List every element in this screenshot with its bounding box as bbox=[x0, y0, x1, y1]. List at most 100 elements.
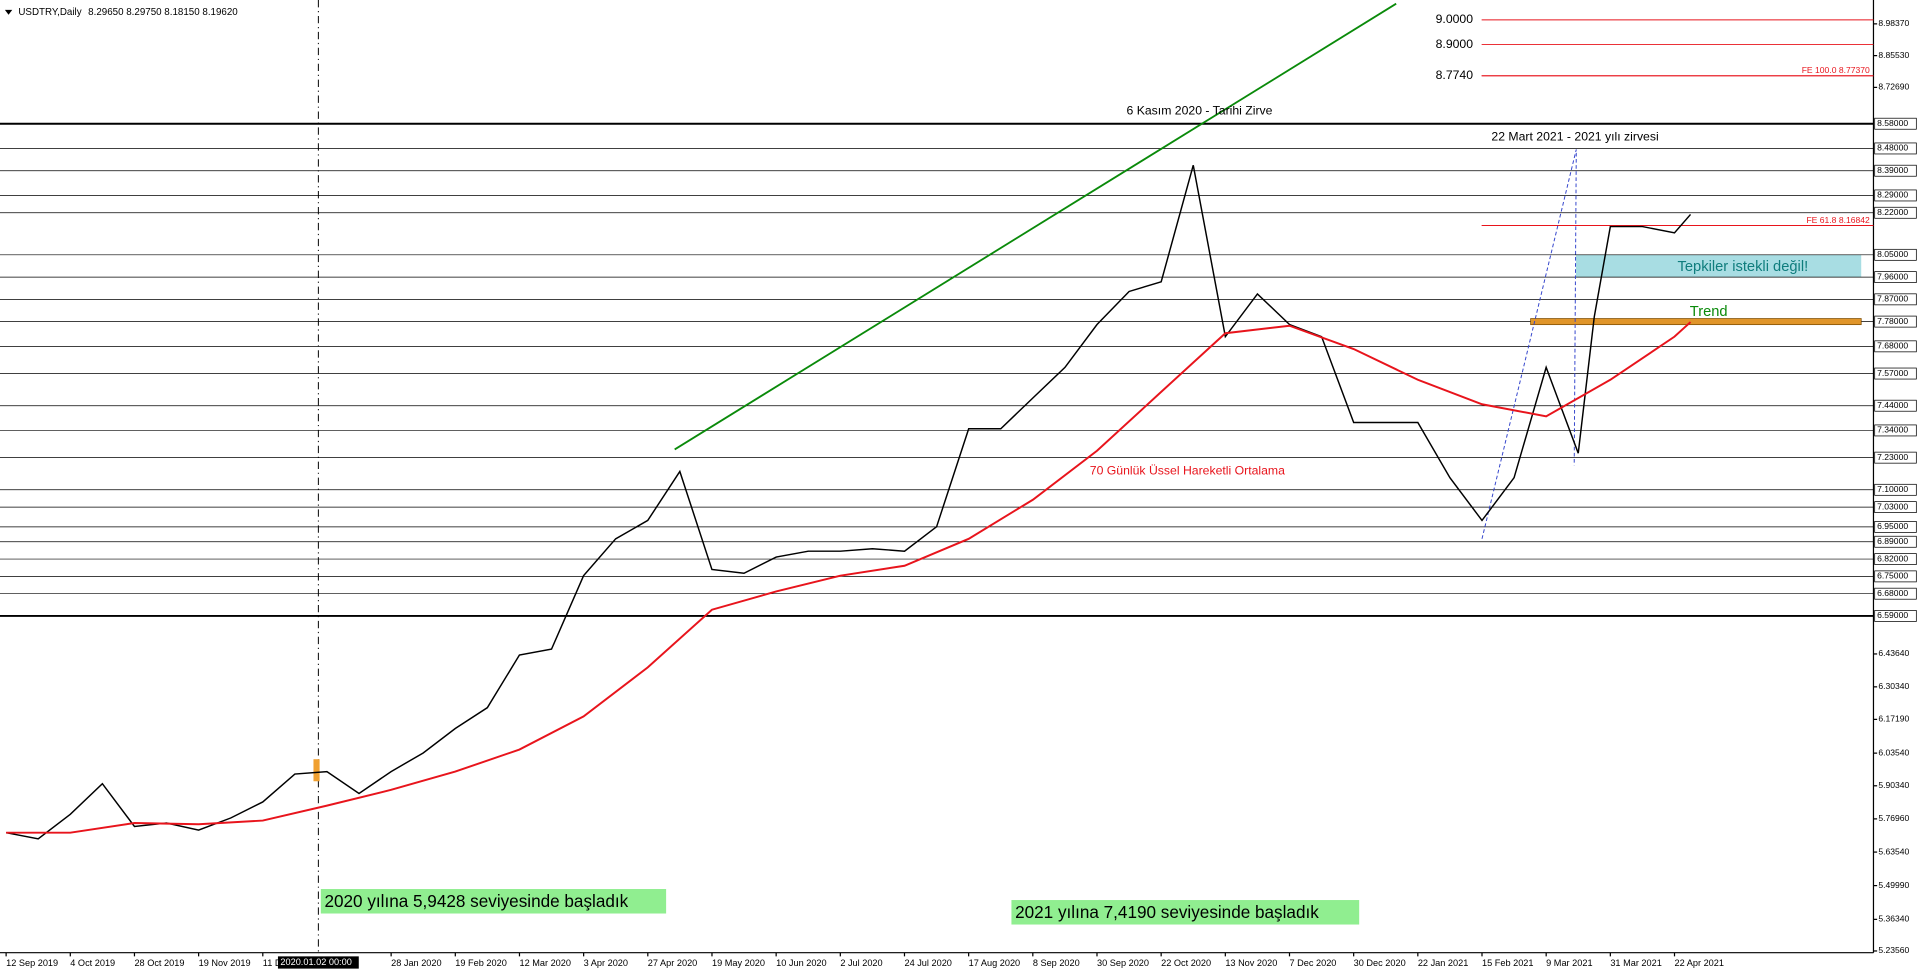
level-label-box bbox=[1874, 399, 1917, 412]
level-label: 7.34000 bbox=[1877, 425, 1908, 435]
trend-band bbox=[1530, 318, 1862, 326]
level-label-box bbox=[1874, 610, 1917, 622]
level-label-box bbox=[1874, 248, 1917, 261]
series-line bbox=[6, 321, 1692, 834]
y-tick-label: 8.85530 bbox=[1878, 50, 1909, 60]
y-tick-label: 6.43640 bbox=[1878, 648, 1909, 658]
y-tick-label: 6.30340 bbox=[1878, 681, 1909, 691]
x-tick-label: 30 Sep 2020 bbox=[1097, 958, 1149, 968]
level-label: 8.22000 bbox=[1877, 207, 1908, 217]
level-label-box bbox=[1874, 424, 1917, 437]
y-tick-label: 6.17190 bbox=[1878, 714, 1909, 724]
x-tick-label: 28 Oct 2019 bbox=[134, 958, 184, 968]
annotation: 70 Günlük Üssel Hareketli Ortalama bbox=[1090, 464, 1285, 478]
level-label-box bbox=[1874, 535, 1917, 548]
level-label: 7.68000 bbox=[1877, 341, 1908, 351]
level-label: 6.82000 bbox=[1877, 553, 1908, 563]
y-tick-label: 5.49990 bbox=[1878, 880, 1909, 890]
x-tick-label: 9 Mar 2021 bbox=[1546, 958, 1592, 968]
x-tick-label: 19 Nov 2019 bbox=[199, 958, 251, 968]
menu-arrow[interactable] bbox=[4, 9, 13, 15]
cursor-label: 2020.01.02 00:00 bbox=[280, 957, 351, 967]
cursor-label-box bbox=[277, 956, 359, 969]
annotation: Trend bbox=[1690, 304, 1728, 320]
level-label-box bbox=[1874, 117, 1917, 130]
series-line bbox=[5, 165, 1692, 840]
annotation: 6 Kasım 2020 - Tarihi Zirve bbox=[1127, 104, 1273, 118]
symbol: USDTRY,Daily bbox=[18, 7, 81, 18]
level-label-box bbox=[1874, 340, 1917, 353]
level-label-box bbox=[1874, 206, 1917, 219]
level-label-box bbox=[1874, 553, 1917, 565]
level-label-box bbox=[1874, 570, 1917, 583]
fe-label: FE 100.0 8.77370 bbox=[1802, 65, 1870, 75]
annotation-box bbox=[1011, 900, 1360, 925]
level-label-box bbox=[1874, 451, 1917, 464]
level-label-box bbox=[1874, 483, 1917, 496]
fib-expansion bbox=[1481, 149, 1577, 539]
y-tick-label: 5.36340 bbox=[1878, 914, 1909, 924]
x-tick-label: 19 May 2020 bbox=[712, 958, 765, 968]
level-label-box bbox=[1874, 587, 1917, 600]
level-label: 6.89000 bbox=[1877, 536, 1908, 546]
x-tick-label: 3 Apr 2020 bbox=[584, 958, 628, 968]
level-label-box bbox=[1874, 293, 1917, 306]
level-label-box bbox=[1874, 521, 1917, 533]
y-tick-label: 5.23560 bbox=[1878, 945, 1909, 955]
x-tick-label: 28 Jan 2020 bbox=[391, 958, 442, 968]
level-label: 7.57000 bbox=[1877, 368, 1908, 378]
level-label-box bbox=[1874, 271, 1917, 283]
annotation: 2020 yılına 5,9428 seviyesinde başladık bbox=[324, 891, 628, 911]
level-label: 7.10000 bbox=[1877, 484, 1908, 494]
level-label-box bbox=[1874, 367, 1917, 380]
level-label: 7.03000 bbox=[1877, 501, 1908, 511]
level-label: 7.23000 bbox=[1877, 452, 1908, 462]
fib-label: 9.0000 bbox=[1436, 12, 1474, 26]
annotation: 22 Mart 2021 - 2021 yılı zirvesi bbox=[1491, 129, 1658, 143]
x-tick-label: 27 Apr 2020 bbox=[648, 958, 697, 968]
level-label: 7.96000 bbox=[1877, 271, 1908, 281]
level-label: 6.95000 bbox=[1877, 521, 1908, 531]
x-tick-label: 12 Mar 2020 bbox=[519, 958, 571, 968]
y-tick-label: 8.72690 bbox=[1878, 82, 1909, 92]
x-tick-label: 12 Sep 2019 bbox=[6, 958, 58, 968]
x-tick-label: 30 Dec 2020 bbox=[1354, 958, 1406, 968]
cursor-candle bbox=[313, 759, 320, 782]
level-label-box bbox=[1874, 189, 1917, 202]
fe-label: FE 61.8 8.16842 bbox=[1806, 215, 1870, 225]
annotation: Tepkiler istekli değil! bbox=[1678, 259, 1809, 275]
x-tick-label: 7 Dec 2020 bbox=[1289, 958, 1336, 968]
level-label: 8.29000 bbox=[1877, 190, 1908, 200]
x-tick-label: 2 Jul 2020 bbox=[840, 958, 882, 968]
x-tick-label: 17 Aug 2020 bbox=[969, 958, 1021, 968]
y-tick-label: 5.76960 bbox=[1878, 813, 1909, 823]
level-label: 6.75000 bbox=[1877, 571, 1908, 581]
level-label-box bbox=[1874, 501, 1917, 513]
level-label-box bbox=[1874, 164, 1917, 177]
x-tick-label: 13 Nov 2020 bbox=[1225, 958, 1277, 968]
level-label: 6.59000 bbox=[1877, 610, 1908, 620]
level-label: 8.39000 bbox=[1877, 165, 1908, 175]
x-tick-label: 22 Apr 2021 bbox=[1675, 958, 1724, 968]
level-label: 6.68000 bbox=[1877, 588, 1908, 598]
y-tick-label: 5.63540 bbox=[1878, 846, 1909, 856]
x-tick-label: 24 Jul 2020 bbox=[904, 958, 951, 968]
ohlc: 8.29650 8.29750 8.18150 8.19620 bbox=[88, 7, 238, 18]
x-tick-label: 4 Oct 2019 bbox=[70, 958, 115, 968]
level-label-box bbox=[1874, 142, 1917, 155]
x-tick-label: 19 Feb 2020 bbox=[455, 958, 507, 968]
annotation: 2021 yılına 7,4190 seviyesinde başladık bbox=[1015, 902, 1319, 922]
trend-line bbox=[674, 2, 1397, 451]
level-label: 7.44000 bbox=[1877, 400, 1908, 410]
level-label: 7.87000 bbox=[1877, 294, 1908, 304]
x-tick-label: 10 Jun 2020 bbox=[776, 958, 827, 968]
x-tick-label: 22 Oct 2020 bbox=[1161, 958, 1211, 968]
fib-label: 8.9000 bbox=[1436, 37, 1474, 51]
x-tick-label: 8 Sep 2020 bbox=[1033, 958, 1080, 968]
x-tick-label: 15 Feb 2021 bbox=[1482, 958, 1534, 968]
x-tick-label: 22 Jan 2021 bbox=[1418, 958, 1469, 968]
y-tick-label: 6.03540 bbox=[1878, 747, 1909, 757]
